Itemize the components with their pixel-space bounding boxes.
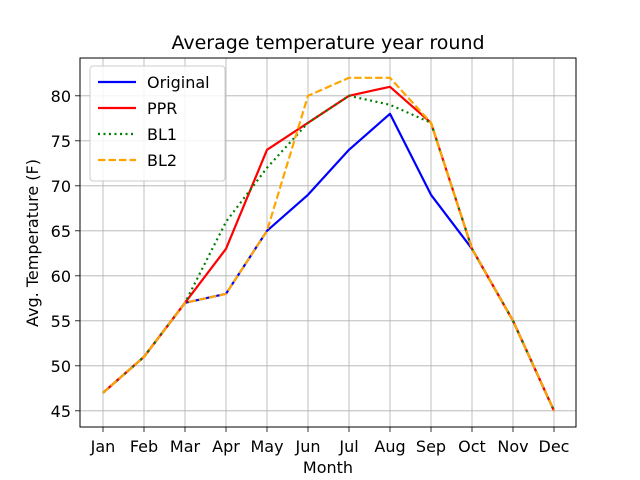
x-tick-label-feb: Feb (130, 437, 158, 456)
x-tick-label-dec: Dec (539, 437, 570, 456)
x-axis-title: Month (303, 458, 353, 477)
legend: Original PPR BL1 BL2 (89, 65, 226, 182)
x-tick-label-aug: Aug (374, 437, 405, 456)
x-tick-label-oct: Oct (458, 437, 486, 456)
legend-box (89, 65, 226, 182)
x-tick-label-jul: Jul (338, 437, 358, 456)
grid (80, 58, 576, 427)
x-tick-label-may: May (250, 437, 283, 456)
series-lines (102, 76, 556, 412)
y-axis: 45 50 55 60 65 70 75 80 (51, 87, 80, 421)
y-tick-label-55: 55 (51, 312, 71, 331)
y-tick-label-75: 75 (51, 132, 71, 151)
y-tick-label-70: 70 (51, 177, 71, 196)
plot-frame (79, 57, 577, 428)
chart-title: Average temperature year round (171, 32, 484, 54)
x-tick-label-jan: Jan (90, 437, 116, 456)
x-tick-label-mar: Mar (170, 437, 201, 456)
y-tick-label-60: 60 (51, 267, 71, 286)
legend-label-ppr: PPR (147, 99, 177, 118)
x-tick-label-apr: Apr (212, 437, 240, 456)
x-tick-label-sep: Sep (416, 437, 446, 456)
legend-label-bl1: BL1 (147, 125, 177, 144)
y-tick-label-45: 45 (51, 402, 71, 421)
x-tick-label-nov: Nov (497, 437, 528, 456)
x-axis: Jan Feb Mar Apr May Jun Jul Aug Sep Oct Nov Dec (90, 427, 570, 456)
y-tick-label-65: 65 (51, 222, 71, 241)
y-tick-label-50: 50 (51, 357, 71, 376)
x-tick-label-jun: Jun (295, 437, 321, 456)
y-axis-title: Avg. Temperature (F) (23, 159, 42, 327)
series-line-bl2 (102, 76, 556, 412)
legend-label-bl2: BL2 (147, 151, 177, 170)
legend-label-original: Original (147, 73, 210, 92)
y-tick-label-80: 80 (51, 87, 71, 106)
